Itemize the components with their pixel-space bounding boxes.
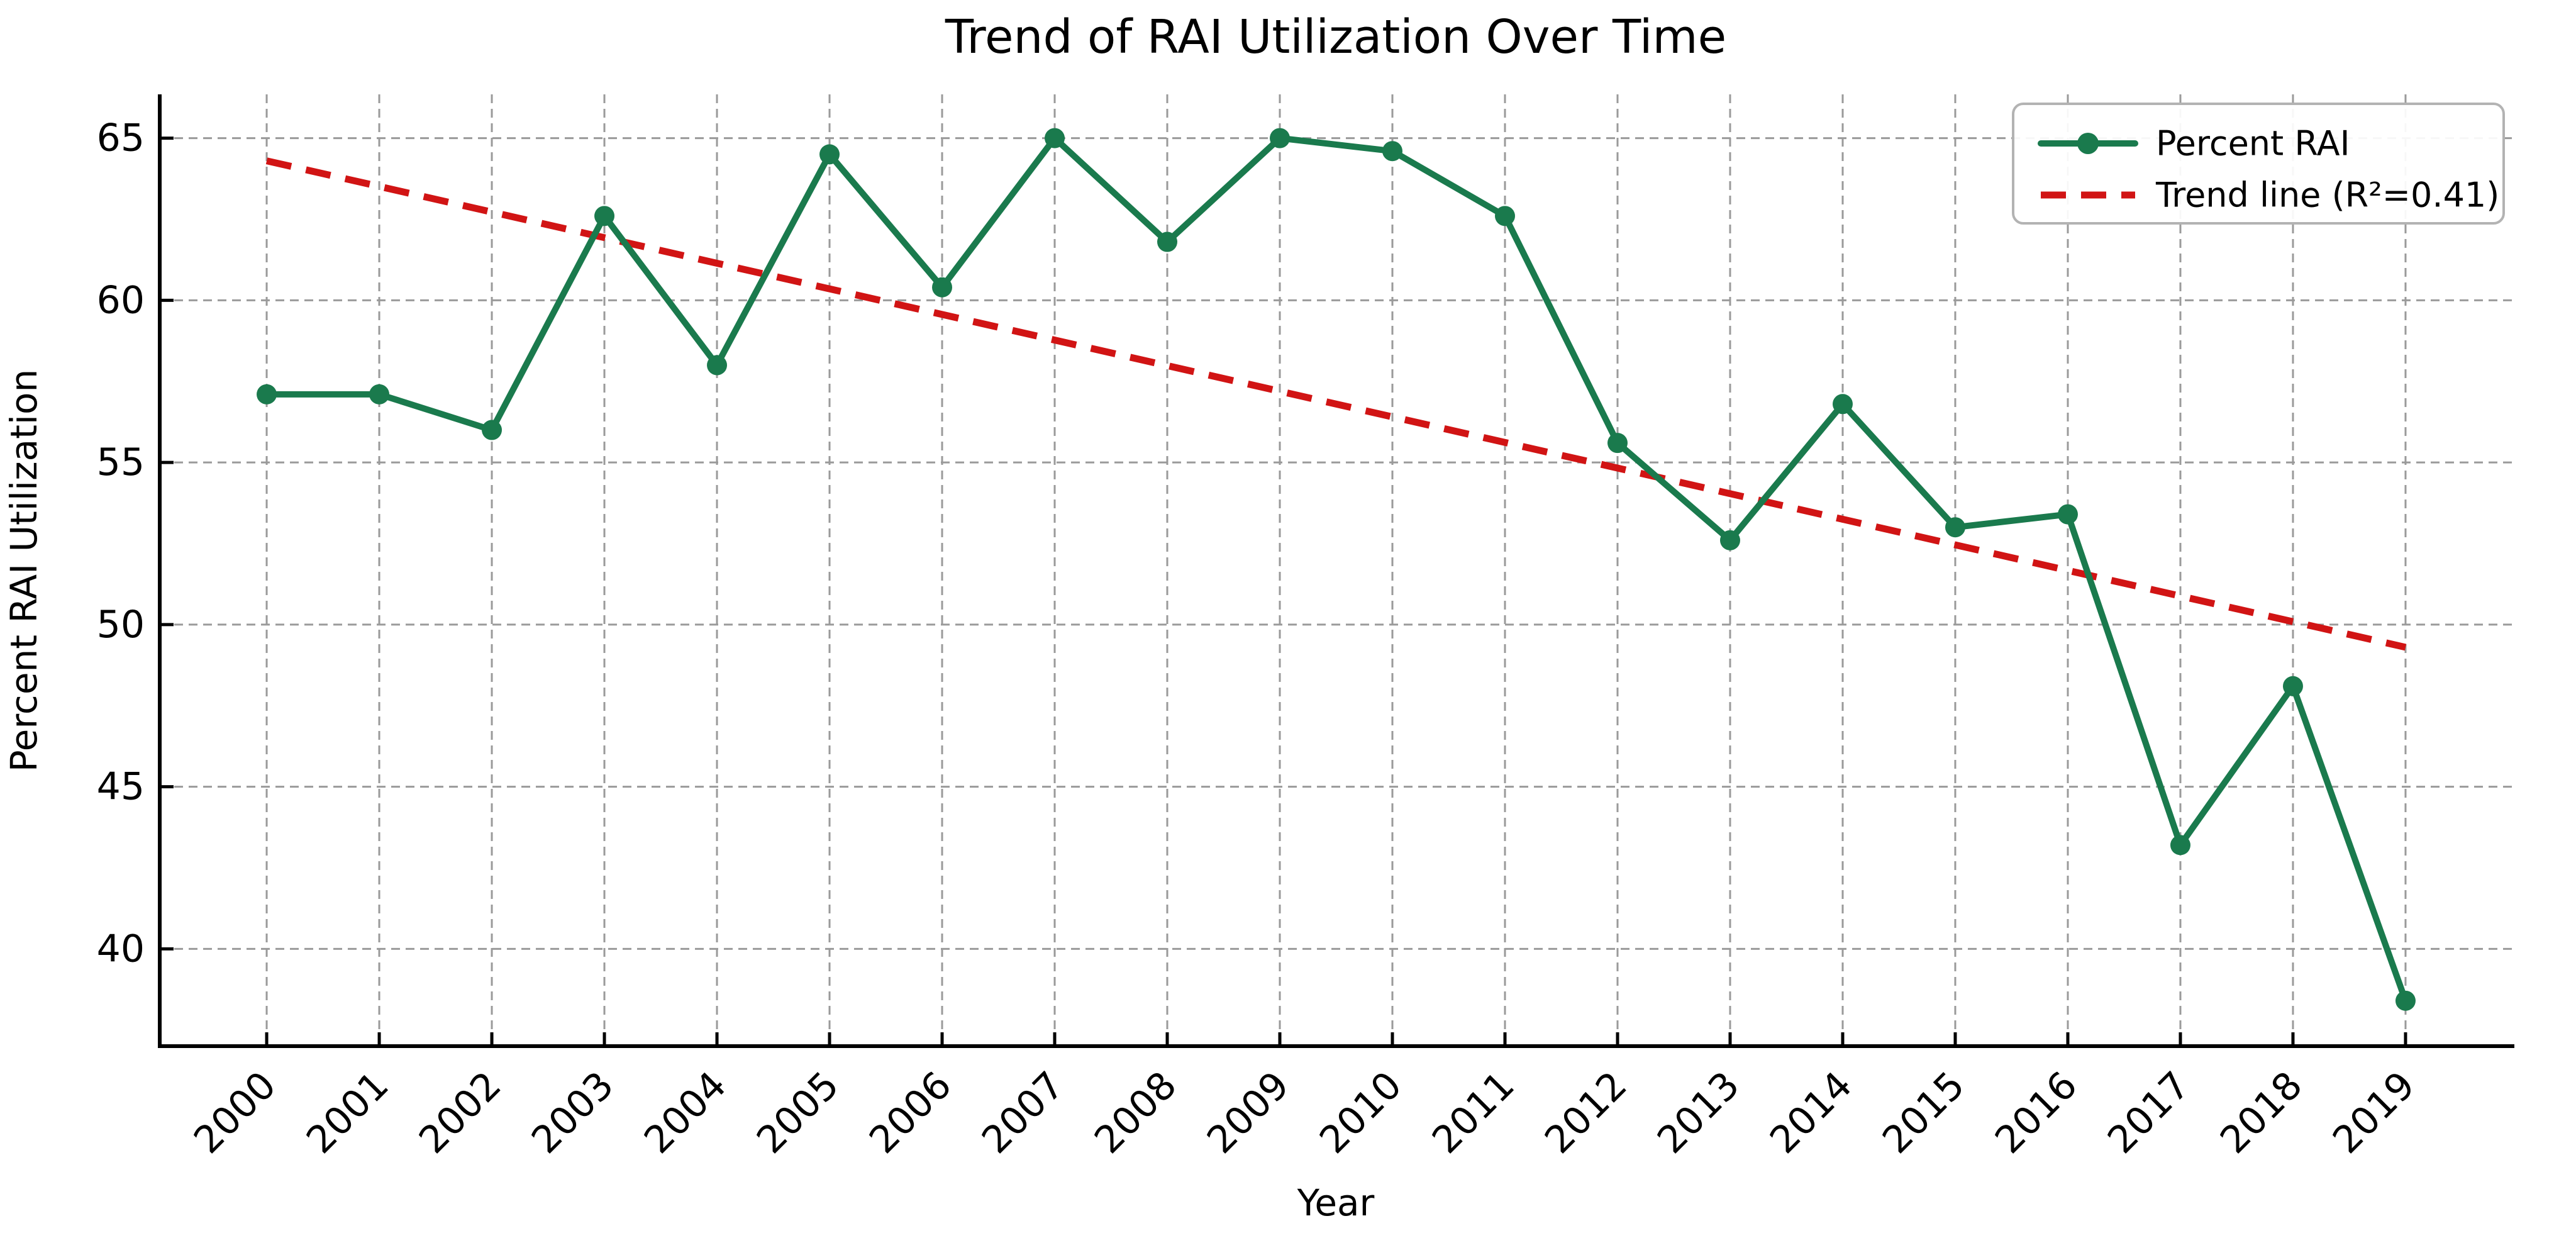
data-point-2006 — [932, 277, 953, 298]
y-axis-label: Percent RAI Utilization — [3, 369, 45, 772]
x-tick-label-2008: 2008 — [1086, 1063, 1185, 1162]
legend-box — [2012, 103, 2505, 225]
x-tick-label-2007: 2007 — [974, 1063, 1072, 1162]
data-point-2007 — [1045, 128, 1065, 148]
x-tick-label-2013: 2013 — [1649, 1063, 1748, 1162]
tick-labels: 40 45 50 55 60 65 2000 2001 2002 2003 2004 2005 2006… — [97, 116, 2424, 1163]
x-tick-label-2011: 2011 — [1424, 1063, 1523, 1162]
data-point-2009 — [1270, 128, 1291, 148]
data-point-2017 — [2170, 835, 2190, 856]
data-series-layer — [257, 128, 2416, 1011]
x-tick-label-2012: 2012 — [1536, 1063, 1635, 1162]
y-tick-label-50: 50 — [97, 603, 145, 647]
y-tick-label-40: 40 — [97, 927, 145, 971]
data-point-2008 — [1157, 231, 1178, 252]
x-tick-label-2004: 2004 — [636, 1063, 735, 1162]
data-point-2004 — [707, 355, 728, 376]
x-tick-label-2019: 2019 — [2324, 1063, 2423, 1162]
x-tick-label-2017: 2017 — [2099, 1063, 2198, 1162]
gridlines — [160, 94, 2512, 1046]
data-point-2012 — [1607, 433, 1628, 454]
data-point-2014 — [1832, 394, 1853, 415]
percent-rai-line — [264, 135, 2409, 1004]
y-tick-label-45: 45 — [97, 765, 145, 809]
x-axis-label: Year — [1297, 1181, 1375, 1224]
legend-label-percent-rai: Percent RAI — [2156, 124, 2350, 164]
x-tick-label-2001: 2001 — [298, 1063, 397, 1162]
axis-ticks — [160, 137, 2407, 1046]
data-point-2018 — [2282, 676, 2303, 696]
trend-line-layer — [265, 157, 2407, 651]
x-tick-label-2018: 2018 — [2212, 1063, 2311, 1162]
x-tick-label-2010: 2010 — [1311, 1063, 1410, 1162]
legend: Percent RAI Trend line (R²=0.41) — [2012, 103, 2505, 225]
data-point-2003 — [594, 206, 615, 226]
x-tick-label-2003: 2003 — [523, 1063, 622, 1162]
series-marker-icon — [2077, 133, 2099, 154]
data-point-2011 — [1494, 206, 1515, 226]
x-tick-label-2014: 2014 — [1762, 1063, 1860, 1162]
x-tick-label-2009: 2009 — [1199, 1063, 1297, 1162]
y-tick-label-65: 65 — [97, 116, 145, 160]
data-point-2010 — [1382, 141, 1402, 162]
y-tick-label-55: 55 — [97, 440, 145, 484]
data-point-2016 — [2057, 504, 2078, 525]
x-tick-label-2015: 2015 — [1874, 1063, 1973, 1162]
data-point-2013 — [1719, 530, 1740, 550]
data-point-2002 — [482, 420, 502, 440]
data-point-2005 — [819, 144, 840, 165]
legend-item-trend-line: Trend line (R²=0.41) — [2041, 176, 2499, 215]
legend-label-trend-line: Trend line (R²=0.41) — [2155, 176, 2499, 215]
x-tick-label-2005: 2005 — [748, 1063, 847, 1162]
data-point-2019 — [2395, 990, 2416, 1011]
data-point-2001 — [369, 384, 390, 404]
x-tick-label-2016: 2016 — [1987, 1063, 2085, 1162]
legend-item-percent-rai: Percent RAI — [2038, 124, 2350, 164]
y-tick-label-60: 60 — [97, 278, 145, 322]
trend-line — [265, 157, 2407, 651]
x-tick-label-2006: 2006 — [861, 1063, 960, 1162]
chart-title: Trend of RAI Utilization Over Time — [945, 10, 1726, 64]
x-tick-label-2002: 2002 — [411, 1063, 509, 1162]
data-point-2015 — [1945, 517, 1965, 538]
x-tick-label-2000: 2000 — [186, 1063, 284, 1162]
data-point-2000 — [257, 384, 277, 404]
